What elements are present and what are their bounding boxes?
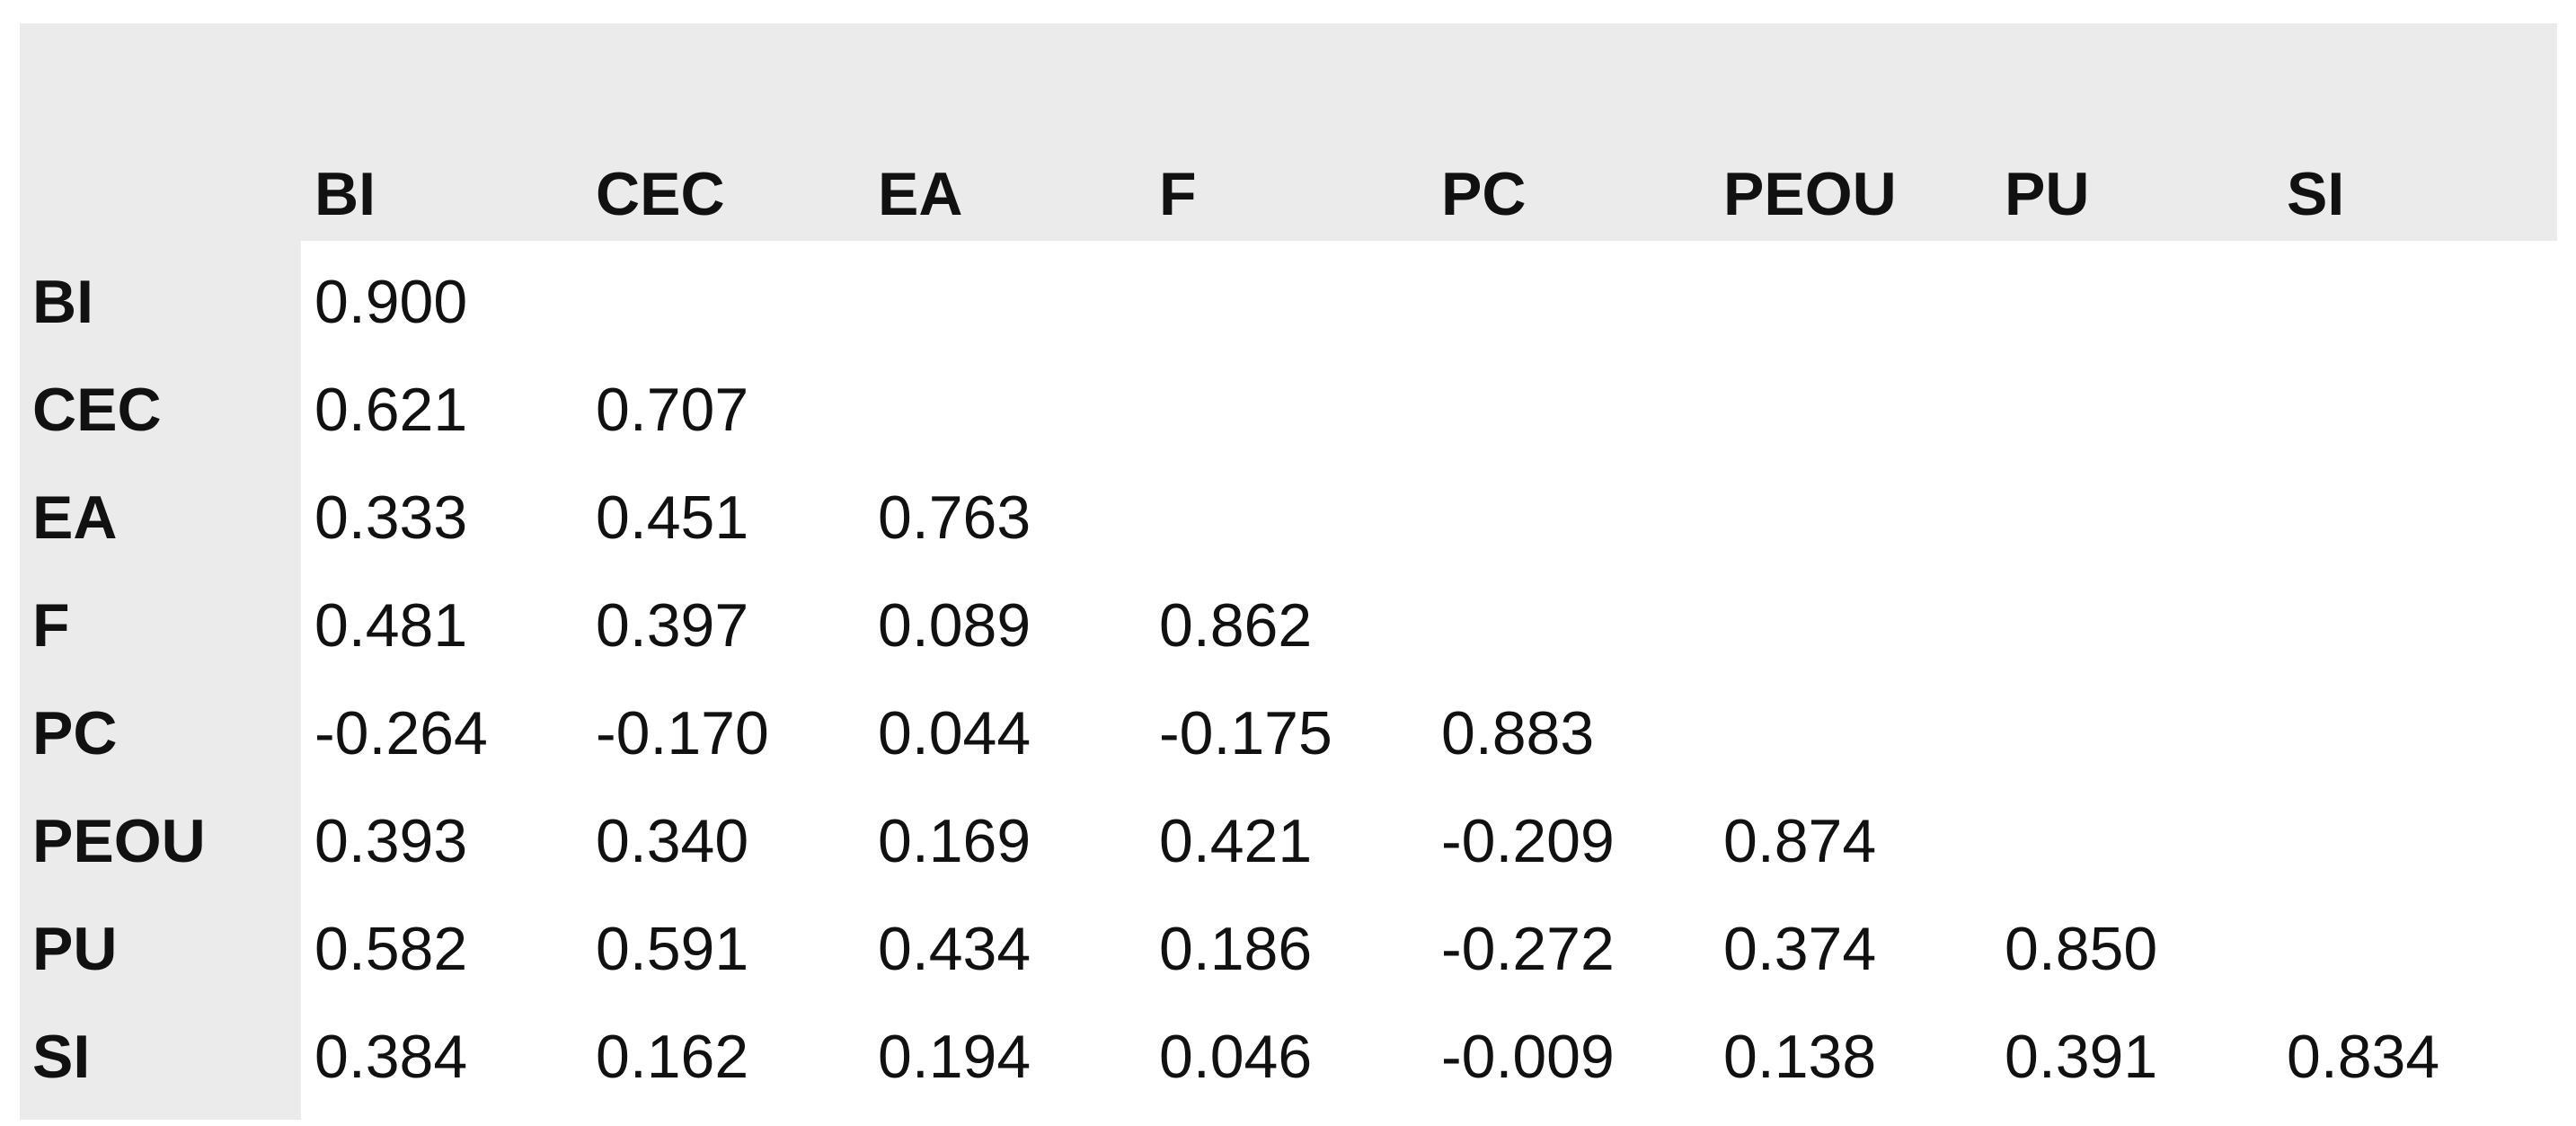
table-cell: 0.862 bbox=[1159, 591, 1313, 660]
table-cell: -0.209 bbox=[1441, 807, 1615, 875]
column-header-cec: CEC bbox=[596, 160, 725, 228]
row-header-band bbox=[20, 241, 301, 1120]
table-cell: 0.434 bbox=[878, 915, 1031, 983]
table-cell: 0.883 bbox=[1441, 699, 1595, 767]
table-cell: 0.582 bbox=[314, 915, 468, 983]
column-header-bi: BI bbox=[314, 160, 376, 228]
table-cell: 0.340 bbox=[596, 807, 749, 875]
table-cell: 0.850 bbox=[2005, 915, 2158, 983]
table-cell: 0.481 bbox=[314, 591, 468, 660]
table-cell: 0.707 bbox=[596, 376, 749, 444]
table-cell: -0.175 bbox=[1159, 699, 1332, 767]
table-cell: 0.397 bbox=[596, 591, 749, 660]
row-header-si: SI bbox=[32, 1023, 91, 1091]
row-header-peou: PEOU bbox=[32, 807, 206, 875]
table-cell: 0.186 bbox=[1159, 915, 1313, 983]
row-header-pu: PU bbox=[32, 915, 118, 983]
table-cell: 0.046 bbox=[1159, 1023, 1313, 1091]
column-header-f: F bbox=[1159, 160, 1197, 228]
table-cell: 0.333 bbox=[314, 483, 468, 552]
table-cell: 0.874 bbox=[1723, 807, 1877, 875]
table-cell: 0.834 bbox=[2287, 1023, 2440, 1091]
row-header-bi: BI bbox=[32, 268, 93, 336]
column-header-si: SI bbox=[2287, 160, 2345, 228]
table-cell: 0.374 bbox=[1723, 915, 1877, 983]
row-header-pc: PC bbox=[32, 699, 118, 767]
table-cell: 0.763 bbox=[878, 483, 1031, 552]
row-header-cec: CEC bbox=[32, 376, 162, 444]
column-header-peou: PEOU bbox=[1723, 160, 1897, 228]
table-cell: 0.044 bbox=[878, 699, 1031, 767]
table-cell: -0.264 bbox=[314, 699, 488, 767]
column-header-band bbox=[20, 23, 2557, 241]
row-header-f: F bbox=[32, 591, 70, 660]
table-cell: 0.162 bbox=[596, 1023, 749, 1091]
column-header-pu: PU bbox=[2005, 160, 2090, 228]
table-cell: 0.391 bbox=[2005, 1023, 2158, 1091]
table-cell: 0.194 bbox=[878, 1023, 1031, 1091]
table-cell: 0.384 bbox=[314, 1023, 468, 1091]
table-cell: -0.009 bbox=[1441, 1023, 1615, 1091]
table-cell: 0.169 bbox=[878, 807, 1031, 875]
table-cell: 0.089 bbox=[878, 591, 1031, 660]
table-cell: -0.170 bbox=[596, 699, 769, 767]
row-header-ea: EA bbox=[32, 483, 118, 552]
column-header-ea: EA bbox=[878, 160, 963, 228]
table-cell: 0.451 bbox=[596, 483, 749, 552]
column-header-pc: PC bbox=[1441, 160, 1527, 228]
table-cell: 0.138 bbox=[1723, 1023, 1877, 1091]
table-cell: 0.621 bbox=[314, 376, 468, 444]
table-cell: -0.272 bbox=[1441, 915, 1615, 983]
table-cell: 0.421 bbox=[1159, 807, 1313, 875]
table-cell: 0.393 bbox=[314, 807, 468, 875]
table-cell: 0.591 bbox=[596, 915, 749, 983]
table-cell: 0.900 bbox=[314, 268, 468, 336]
